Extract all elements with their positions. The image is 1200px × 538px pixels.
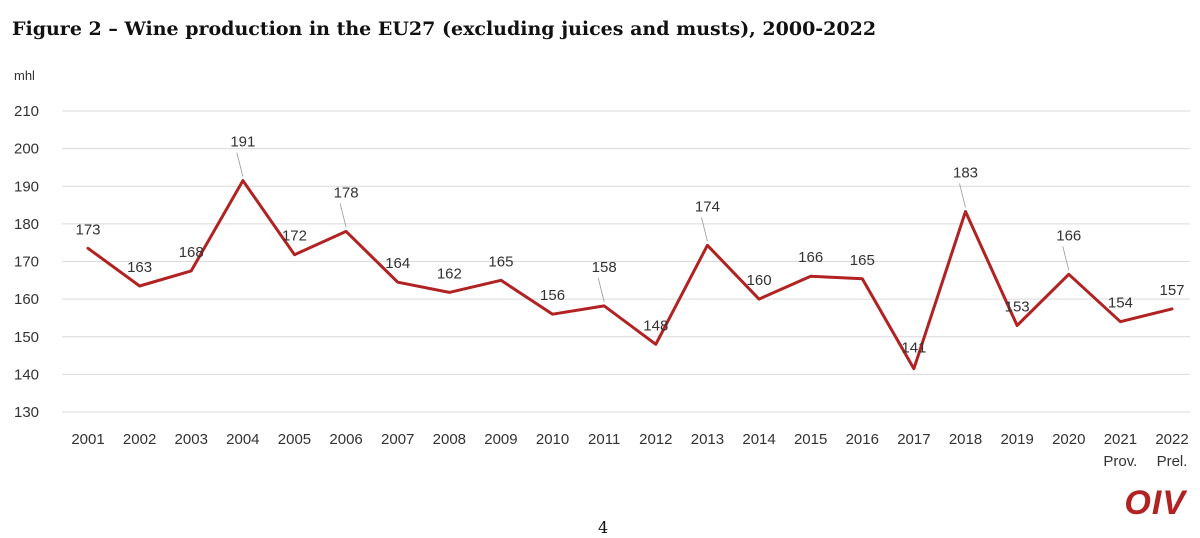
x-tick-sublabel: Prov.: [1103, 453, 1137, 470]
data-label: 162: [437, 265, 462, 282]
x-tick-label: 2006: [329, 431, 362, 448]
data-point: [756, 296, 762, 302]
y-tick-label: 130: [14, 404, 39, 421]
data-label: 160: [747, 272, 772, 289]
data-point: [653, 341, 659, 347]
wine-production-chart: mhl 130 140 150 160 170 180 190 200 210 2001 2002 2…: [14, 68, 1190, 470]
y-tick-label: 140: [14, 366, 39, 383]
series-line: [86, 179, 1174, 371]
x-tick-label: 2019: [1000, 431, 1033, 448]
y-tick-label: 210: [14, 103, 39, 120]
data-label: 178: [334, 184, 359, 201]
data-point: [911, 366, 917, 372]
data-label: 168: [179, 244, 204, 261]
x-tick-label: 2003: [175, 431, 208, 448]
y-tick-label: 180: [14, 216, 39, 233]
data-point: [446, 289, 452, 295]
y-tick-label: 170: [14, 254, 39, 271]
x-tick-label: 2010: [536, 431, 569, 448]
x-tick-label: 2020: [1052, 431, 1085, 448]
data-point: [1066, 271, 1072, 277]
label-leader: [959, 183, 966, 208]
data-label: 173: [75, 221, 100, 238]
data-point: [1117, 319, 1123, 325]
data-label: 148: [643, 317, 668, 334]
data-point: [343, 228, 349, 234]
x-tick-label: 2009: [484, 431, 517, 448]
data-point: [550, 311, 556, 317]
x-tick-label: 2016: [846, 431, 879, 448]
data-point: [291, 252, 297, 258]
x-tick-label: 2017: [897, 431, 930, 448]
data-label: 172: [282, 228, 307, 245]
data-label: 154: [1108, 295, 1133, 312]
x-tick-label: 2008: [433, 431, 466, 448]
label-leader: [597, 277, 605, 302]
label-leader: [1062, 246, 1070, 271]
oiv-logo: OIV: [1124, 484, 1186, 522]
data-point: [395, 279, 401, 285]
data-label: 183: [953, 164, 978, 181]
data-point: [704, 242, 710, 248]
data-point: [85, 245, 91, 251]
data-label: 164: [385, 255, 410, 272]
x-tick-label: 2004: [226, 431, 259, 448]
data-point: [963, 208, 969, 214]
data-label: 165: [850, 252, 875, 269]
data-label: 166: [1056, 227, 1081, 244]
x-tick-label: 2002: [123, 431, 156, 448]
x-tick-label: 2013: [691, 431, 724, 448]
data-point: [1014, 322, 1020, 328]
y-unit-label: mhl: [14, 68, 35, 83]
x-tick-label: 2011: [588, 431, 620, 448]
x-tick-label: 2007: [381, 431, 414, 448]
data-point: [188, 268, 194, 274]
data-label: 158: [592, 259, 617, 276]
data-label: 157: [1159, 282, 1184, 299]
data-point: [137, 283, 143, 289]
data-label: 163: [127, 259, 152, 276]
x-tick-sublabel: Prel.: [1157, 453, 1188, 470]
label-leader: [339, 203, 347, 228]
x-tick-label: 2015: [794, 431, 827, 448]
data-point: [859, 276, 865, 282]
data-label: 191: [230, 134, 255, 151]
data-point: [1169, 306, 1175, 312]
y-tick-label: 200: [14, 141, 39, 158]
x-tick-label: 2021: [1104, 431, 1137, 448]
x-tick-label: 2018: [949, 431, 982, 448]
data-point: [498, 277, 504, 283]
data-point: [601, 303, 607, 309]
x-tick-label: 2022: [1155, 431, 1188, 448]
y-tick-label: 190: [14, 178, 39, 195]
label-leader: [701, 217, 708, 242]
y-tick-label: 150: [14, 329, 39, 346]
data-label: 153: [1005, 298, 1030, 315]
data-label: 156: [540, 287, 565, 304]
x-tick-label: 2012: [639, 431, 672, 448]
data-label: 174: [695, 198, 720, 215]
chart-title: Figure 2 – Wine production in the EU27 (…: [12, 18, 877, 40]
label-leader: [236, 152, 244, 177]
data-point: [240, 178, 246, 184]
data-label: 166: [798, 249, 823, 266]
page-number: 4: [598, 518, 609, 537]
data-label: 165: [488, 253, 513, 270]
x-tick-label: 2014: [742, 431, 775, 448]
x-tick-label: 2005: [278, 431, 311, 448]
data-point: [808, 273, 814, 279]
data-label: 141: [901, 340, 926, 357]
y-tick-label: 160: [14, 291, 39, 308]
x-tick-label: 2001: [71, 431, 104, 448]
